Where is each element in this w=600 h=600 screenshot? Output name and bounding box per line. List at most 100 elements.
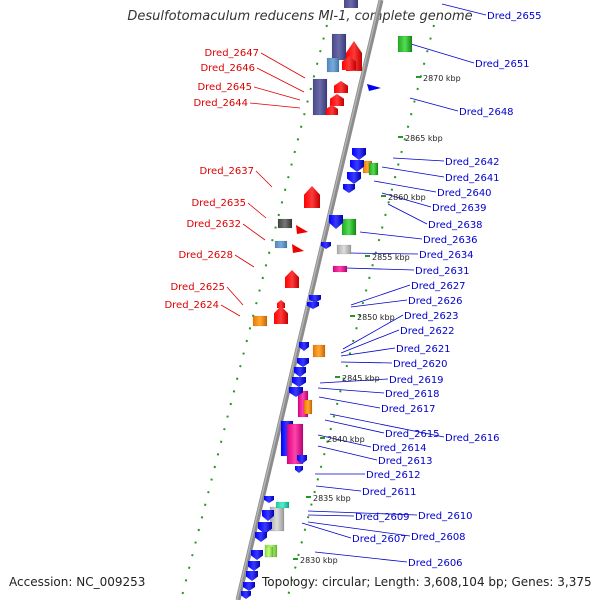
gene-arrow-reverse-16: [264, 496, 274, 503]
leader-line: [381, 192, 432, 208]
gene-label-dred-2631[interactable]: Dred_2631: [415, 266, 470, 277]
gene-label-dred-2608[interactable]: Dred_2608: [411, 532, 466, 543]
gene-arrow-forward-3: [334, 81, 348, 93]
kbp-tick-label: 2860 kbp: [388, 193, 426, 202]
gene-label-dred-2638[interactable]: Dred_2638: [428, 220, 483, 231]
gene-box-13: [341, 218, 357, 236]
leader-line: [318, 396, 381, 409]
gene-label-dred-2642[interactable]: Dred_2642: [445, 157, 500, 168]
gene-label-dred-2617[interactable]: Dred_2617: [381, 404, 436, 415]
gene-label-dred-2620[interactable]: Dred_2620: [393, 359, 448, 370]
leader-line: [256, 67, 305, 93]
gene-arrow-reverse-19: [255, 532, 267, 542]
kbp-tick-label: 2830 kbp: [300, 556, 338, 565]
topology-text: Topology: circular; Length: 3,608,104 bp…: [262, 575, 592, 589]
gene-label-dred-2644[interactable]: Dred_2644: [193, 98, 248, 109]
gene-arrow-reverse-2: [350, 160, 364, 172]
gene-label-dred-2622[interactable]: Dred_2622: [400, 326, 455, 337]
gene-label-dred-2618[interactable]: Dred_2618: [385, 389, 440, 400]
gene-arrow-reverse-24: [241, 591, 251, 599]
gene-arrow-reverse-12: [292, 377, 306, 387]
leader-line: [409, 97, 459, 112]
gene-label-dred-2611[interactable]: Dred_2611: [362, 487, 417, 498]
gene-label-dred-2646[interactable]: Dred_2646: [200, 63, 255, 74]
gene-arrow-reverse-8: [307, 302, 319, 309]
gene-label-dred-2606[interactable]: Dred_2606: [408, 558, 463, 569]
kbp-tick-mark: [398, 136, 403, 138]
gene-label-dred-2634[interactable]: Dred_2634: [419, 250, 474, 261]
gene-label-dred-2636[interactable]: Dred_2636: [423, 235, 478, 246]
leader-line: [387, 203, 428, 225]
gene-arrow-forward-5: [326, 105, 338, 115]
gene-arrow-forward-2: [342, 56, 356, 70]
gene-label-dred-2621[interactable]: Dred_2621: [396, 344, 451, 355]
gene-arrow-reverse-18: [258, 522, 272, 534]
leader-line: [324, 419, 385, 434]
kbp-tick-label: 2840 kbp: [327, 435, 365, 444]
gene-box-12: [252, 315, 268, 327]
gene-label-dred-2615[interactable]: Dred_2615: [385, 429, 440, 440]
gene-label-dred-2648[interactable]: Dred_2648: [459, 107, 514, 118]
gene-arrow-forward-4: [330, 94, 344, 106]
inner-ruler: [180, 24, 328, 600]
leader-line: [347, 252, 419, 255]
gene-label-dred-2623[interactable]: Dred_2623: [404, 311, 459, 322]
gene-label-dred-2619[interactable]: Dred_2619: [389, 375, 444, 386]
right-gene-labels: Dred_2655 Dred_2651 Dred_2648 Dred_2642 Dred…: [352, 11, 542, 569]
gene-label-dred-2625[interactable]: Dred_2625: [170, 282, 225, 293]
gene-label-dred-2614[interactable]: Dred_2614: [372, 443, 427, 454]
gene-box-6: [286, 423, 304, 465]
gene-label-dred-2626[interactable]: Dred_2626: [408, 296, 463, 307]
leader-line: [307, 514, 355, 517]
leader-line: [350, 299, 408, 308]
gene-label-dred-2616[interactable]: Dred_2616: [445, 433, 500, 444]
gene-box-16: [277, 218, 293, 229]
kbp-tick-mark: [365, 255, 370, 257]
gene-box-4: [397, 35, 413, 53]
leader-line: [226, 286, 244, 306]
gene-box-1: [331, 33, 347, 61]
gene-label-dred-2627[interactable]: Dred_2627: [411, 281, 466, 292]
gene-label-dred-2624[interactable]: Dred_2624: [164, 300, 219, 311]
kbp-tick-mark: [350, 315, 355, 317]
gene-label-dred-2641[interactable]: Dred_2641: [445, 173, 500, 184]
gene-box-20: [275, 501, 290, 509]
gene-label-dred-2647[interactable]: Dred_2647: [204, 48, 259, 59]
gene-box-2: [326, 57, 340, 73]
gene-label-dred-2632[interactable]: Dred_2632: [186, 219, 241, 230]
gene-label-dred-2628[interactable]: Dred_2628: [178, 250, 233, 261]
gene-box-11: [312, 344, 326, 358]
gene-label-dred-2637[interactable]: Dred_2637: [199, 166, 254, 177]
leader-line: [301, 522, 352, 539]
gene-label-dred-2645[interactable]: Dred_2645: [197, 82, 252, 93]
kbp-tick-mark: [381, 195, 386, 197]
gene-box-3: [312, 78, 328, 116]
gene-label-dred-2612[interactable]: Dred_2612: [366, 470, 421, 481]
leader-line: [392, 157, 445, 162]
gene-box-21: [264, 546, 274, 558]
leader-line: [247, 202, 267, 219]
leader-line: [340, 361, 393, 364]
left-gene-labels: Dred_2647 Dred_2646 Dred_2645 Dred_2644 Dred…: [164, 48, 259, 311]
gene-label-dred-2651[interactable]: Dred_2651: [475, 59, 530, 70]
kbp-tick-label: 2850 kbp: [357, 313, 395, 322]
gene-label-dred-2640[interactable]: Dred_2640: [437, 188, 492, 199]
gene-label-dred-2639[interactable]: Dred_2639: [432, 203, 487, 214]
gene-label-dred-2655[interactable]: Dred_2655: [487, 11, 542, 22]
gene-label-dred-2635[interactable]: Dred_2635: [191, 198, 246, 209]
gene-label-dred-2613[interactable]: Dred_2613: [378, 456, 433, 467]
leader-line: [342, 314, 404, 350]
gene-arrow-reverse-10: [297, 358, 309, 367]
gene-box-top-edge: [344, 0, 358, 8]
leader-line: [340, 329, 400, 354]
gene-label-dred-2609[interactable]: Dred_2609: [355, 512, 410, 523]
gene-box-18: [336, 244, 352, 255]
gene-arrow-reverse-1: [352, 148, 366, 160]
leader-line: [340, 347, 396, 357]
gene-arrow-forward-6: [304, 186, 320, 208]
gene-label-dred-2610[interactable]: Dred_2610: [418, 511, 473, 522]
gene-label-dred-2607[interactable]: Dred_2607: [352, 534, 407, 545]
gene-arrow-reverse-13: [289, 387, 303, 397]
leader-line: [441, 3, 487, 16]
